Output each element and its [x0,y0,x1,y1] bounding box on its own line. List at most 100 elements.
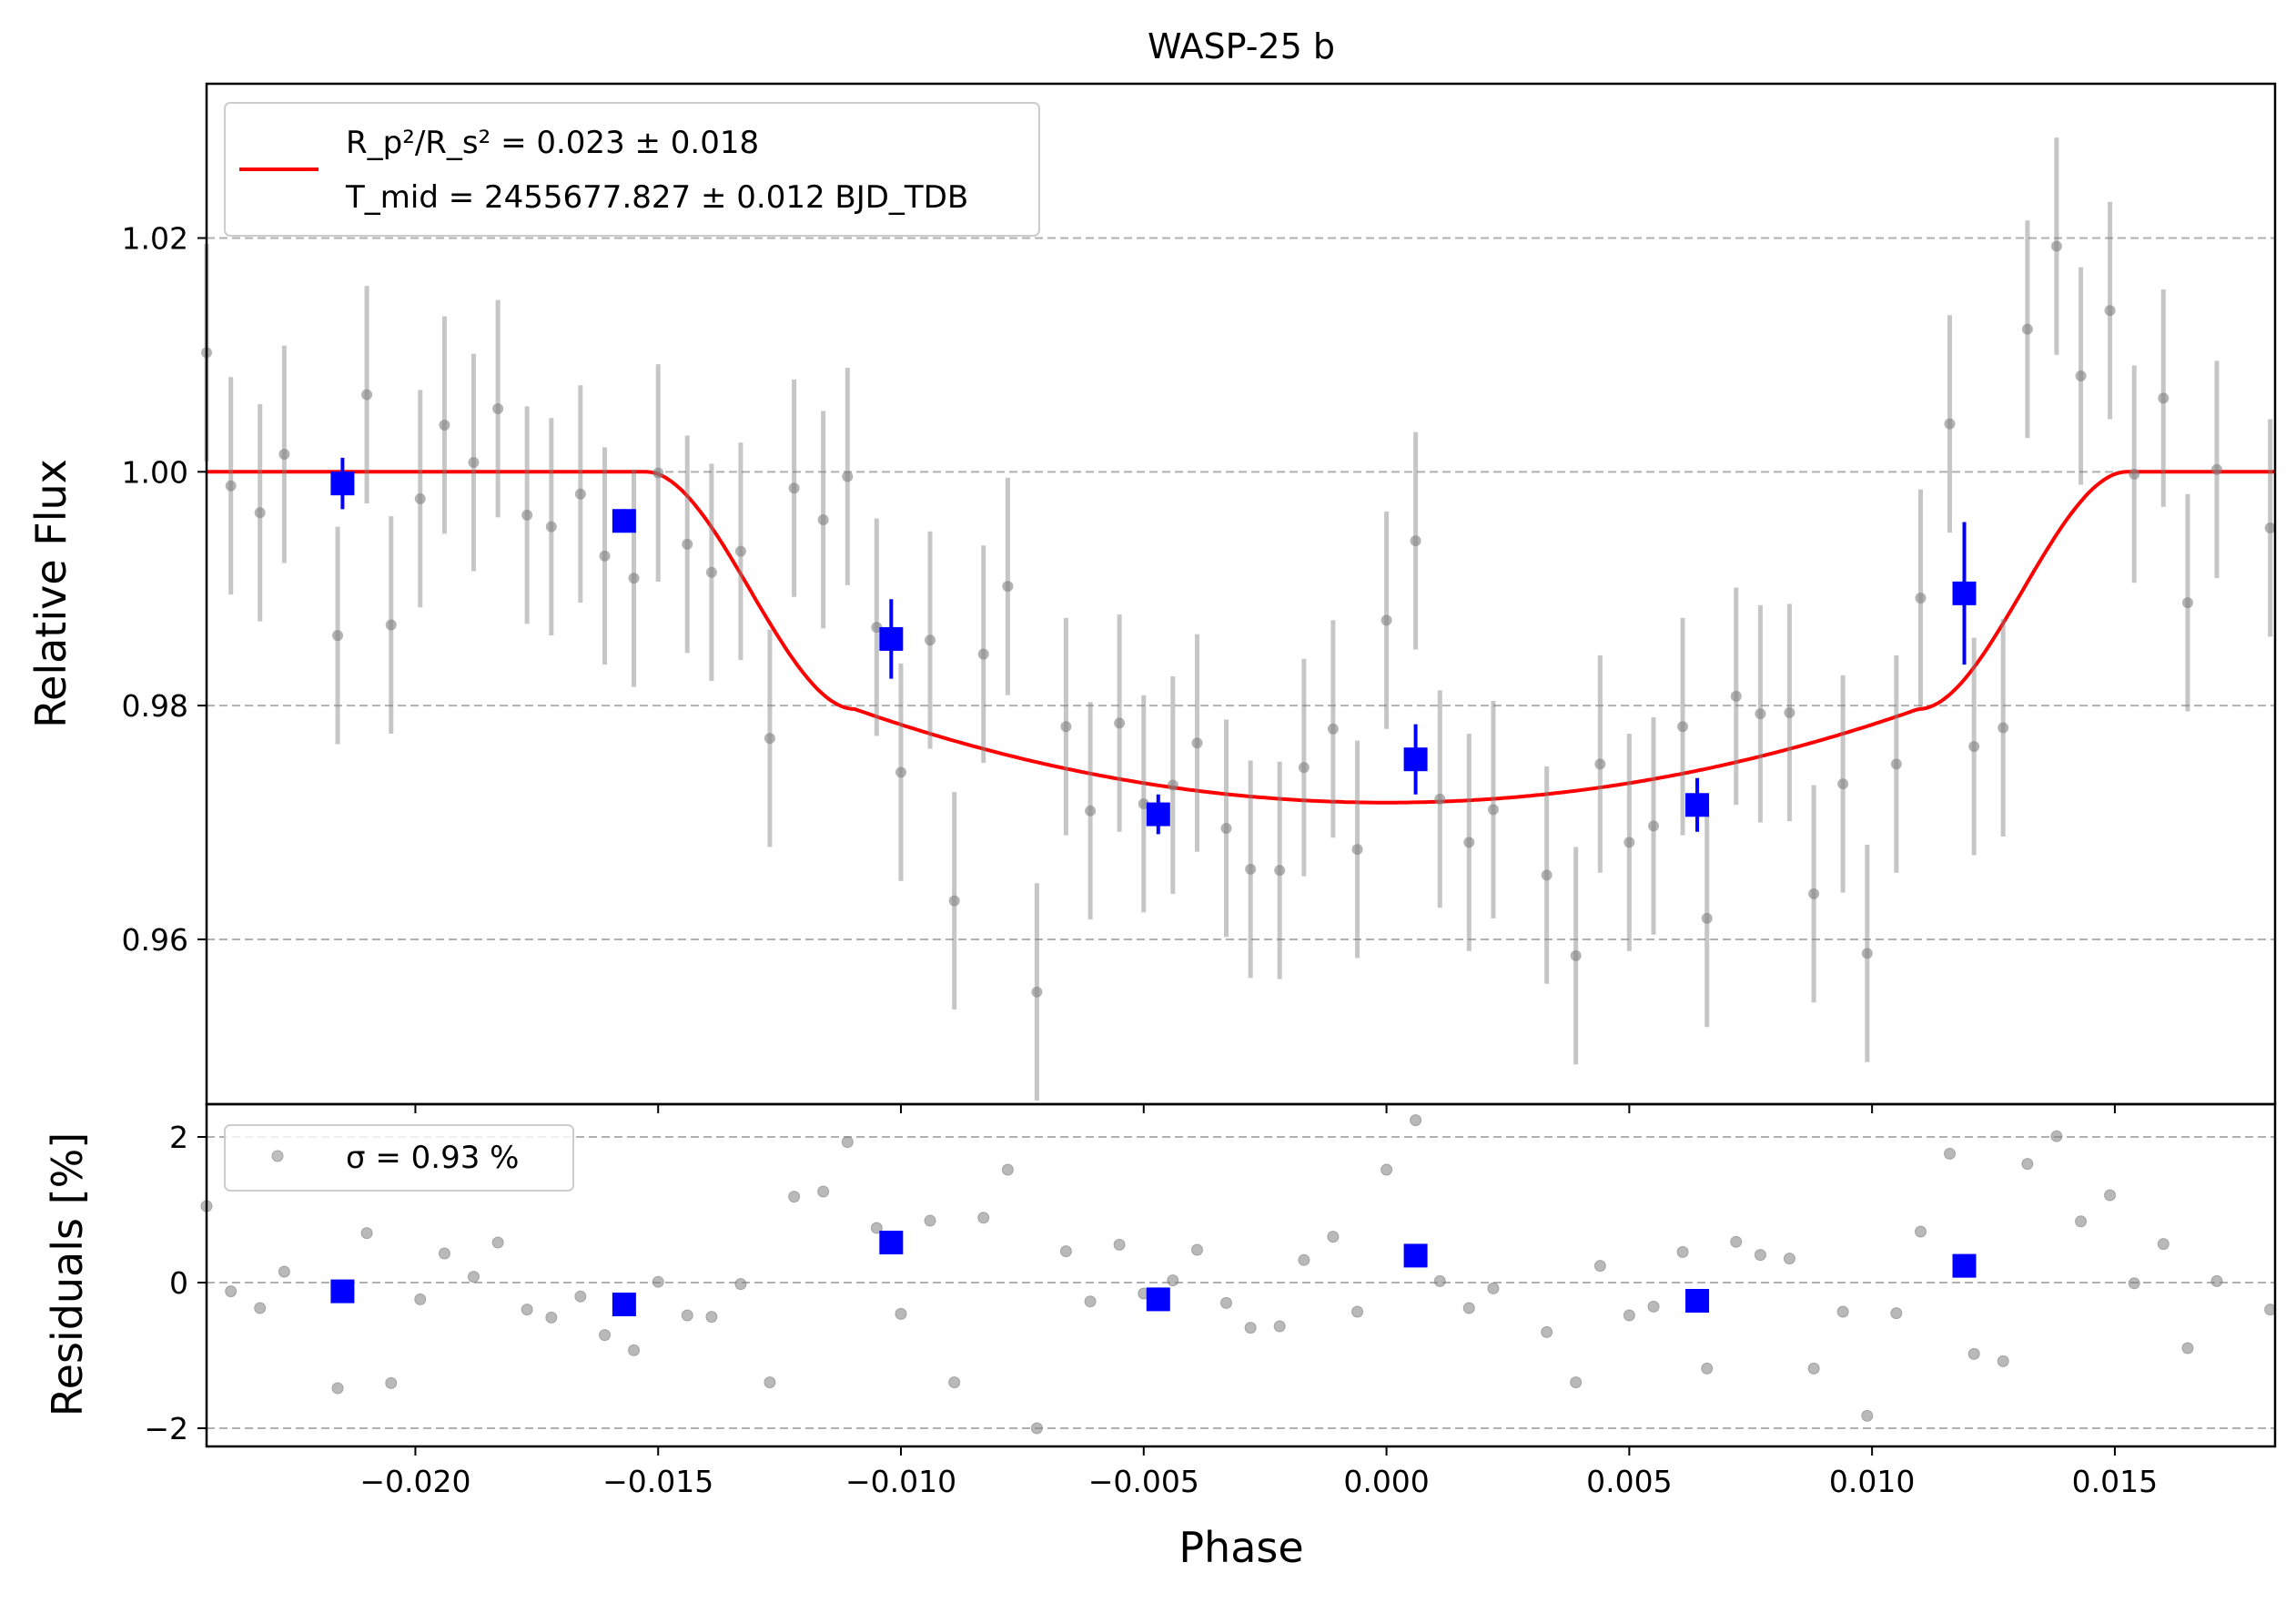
data-point [1434,793,1446,805]
data-point [2050,240,2062,252]
data-point [1167,779,1178,791]
residual-point [1997,1354,2009,1367]
residual-point [1084,1295,1097,1308]
top-y-tick-label: 0.96 [122,922,188,958]
data-point [764,733,775,745]
data-point [1677,721,1689,733]
residual-point [948,1376,961,1389]
bottom-legend-label: σ = 0.93 % [346,1140,519,1176]
data-point [925,634,936,646]
data-point [1623,837,1635,848]
data-point [1541,869,1553,881]
residual-point [574,1290,587,1303]
data-point [1114,717,1126,729]
top-legend-line-2: T_mid = 2455677.827 ± 0.012 BJD_TDB [345,179,968,216]
residual-point [870,1222,883,1234]
data-point [1968,741,1980,753]
binned-point [1146,802,1170,827]
data-point [2075,370,2087,382]
data-point [2264,522,2276,533]
residual-point [1967,1347,1980,1360]
bottom-y-tick-label: 0 [169,1265,188,1301]
residual-point [225,1285,238,1298]
bottom-y-tick-label: 2 [169,1120,188,1155]
data-point [1298,762,1310,774]
residual-point [1219,1296,1232,1309]
bottom-panel-ticks: −2 0 2 −0.020 −0.015 −0.010 −0.005 0.000 0.005 0.… [144,1120,2158,1499]
residual-point [1944,1147,1957,1160]
bottom-x-tick-label: 0.015 [2072,1464,2158,1499]
data-point [1085,805,1097,817]
data-point [1998,722,2009,734]
residual-point [2210,1274,2223,1287]
residual-point [1351,1305,1364,1318]
data-point [225,480,237,492]
residual-point [278,1265,290,1278]
data-point [1861,948,1873,959]
residual-point [1462,1302,1475,1314]
residual-point [652,1275,664,1288]
residual-point [764,1376,776,1389]
data-point [361,389,373,401]
binned-residual-point [879,1231,904,1254]
binned-residual-point [612,1293,636,1316]
residual-point [817,1185,830,1198]
residual-point [545,1311,558,1324]
residual-point [1783,1253,1795,1265]
residual-point [1001,1163,1014,1176]
residual-point [1244,1322,1257,1334]
data-point [871,622,883,634]
bottom-panel-binned [330,1231,1977,1316]
residual-point [2157,1238,2170,1251]
residual-point [1327,1231,1340,1243]
binned-point [879,626,904,651]
binned-residual-point [1403,1243,1428,1268]
residual-point [1190,1243,1203,1256]
residual-point [1410,1114,1422,1127]
residual-point [2181,1342,2194,1354]
bottom-panel-data [200,1114,2277,1435]
transit-model-line [207,470,2275,805]
residual-point [1113,1238,1126,1251]
bottom-y-tick-label: −2 [144,1411,188,1446]
data-point [2210,463,2222,475]
data-point [652,467,664,479]
residual-point [1593,1260,1606,1273]
data-point [1327,723,1339,735]
residual-point [438,1247,450,1260]
residual-point [1807,1362,1820,1375]
data-point [385,619,397,631]
top-legend-box [224,102,1040,237]
data-point [2129,468,2140,480]
data-point [1915,592,1927,604]
binned-residual-point [1685,1289,1710,1313]
residual-point [414,1293,427,1305]
top-panel-ticks: 0.96 0.98 1.00 1.02 [122,220,2116,1113]
data-point [1701,912,1713,924]
data-point [1138,797,1149,809]
residual-point [599,1329,612,1342]
residual-point [1541,1325,1553,1338]
residual-point [1273,1320,1286,1333]
data-point [1944,418,1956,430]
top-y-tick-label: 1.00 [122,454,188,490]
top-panel-model [207,470,2275,805]
top-y-axis-label: Relative Flux [26,459,76,728]
data-point [948,895,960,907]
binned-residual-point [1952,1253,1977,1278]
residual-point [360,1227,373,1240]
residual-point [2021,1158,2034,1171]
data-point [1808,888,1820,899]
bottom-x-tick-label: −0.020 [359,1464,470,1499]
data-point [254,507,266,519]
data-point [1463,837,1475,848]
bottom-panel-frame [205,1102,2277,1448]
residual-point [467,1271,480,1283]
residual-point [1754,1249,1766,1262]
residual-point [1914,1225,1927,1238]
residual-point [521,1304,533,1316]
data-point [788,482,800,494]
bottom-x-tick-label: 0.000 [1343,1464,1429,1499]
residual-point [1030,1422,1043,1435]
